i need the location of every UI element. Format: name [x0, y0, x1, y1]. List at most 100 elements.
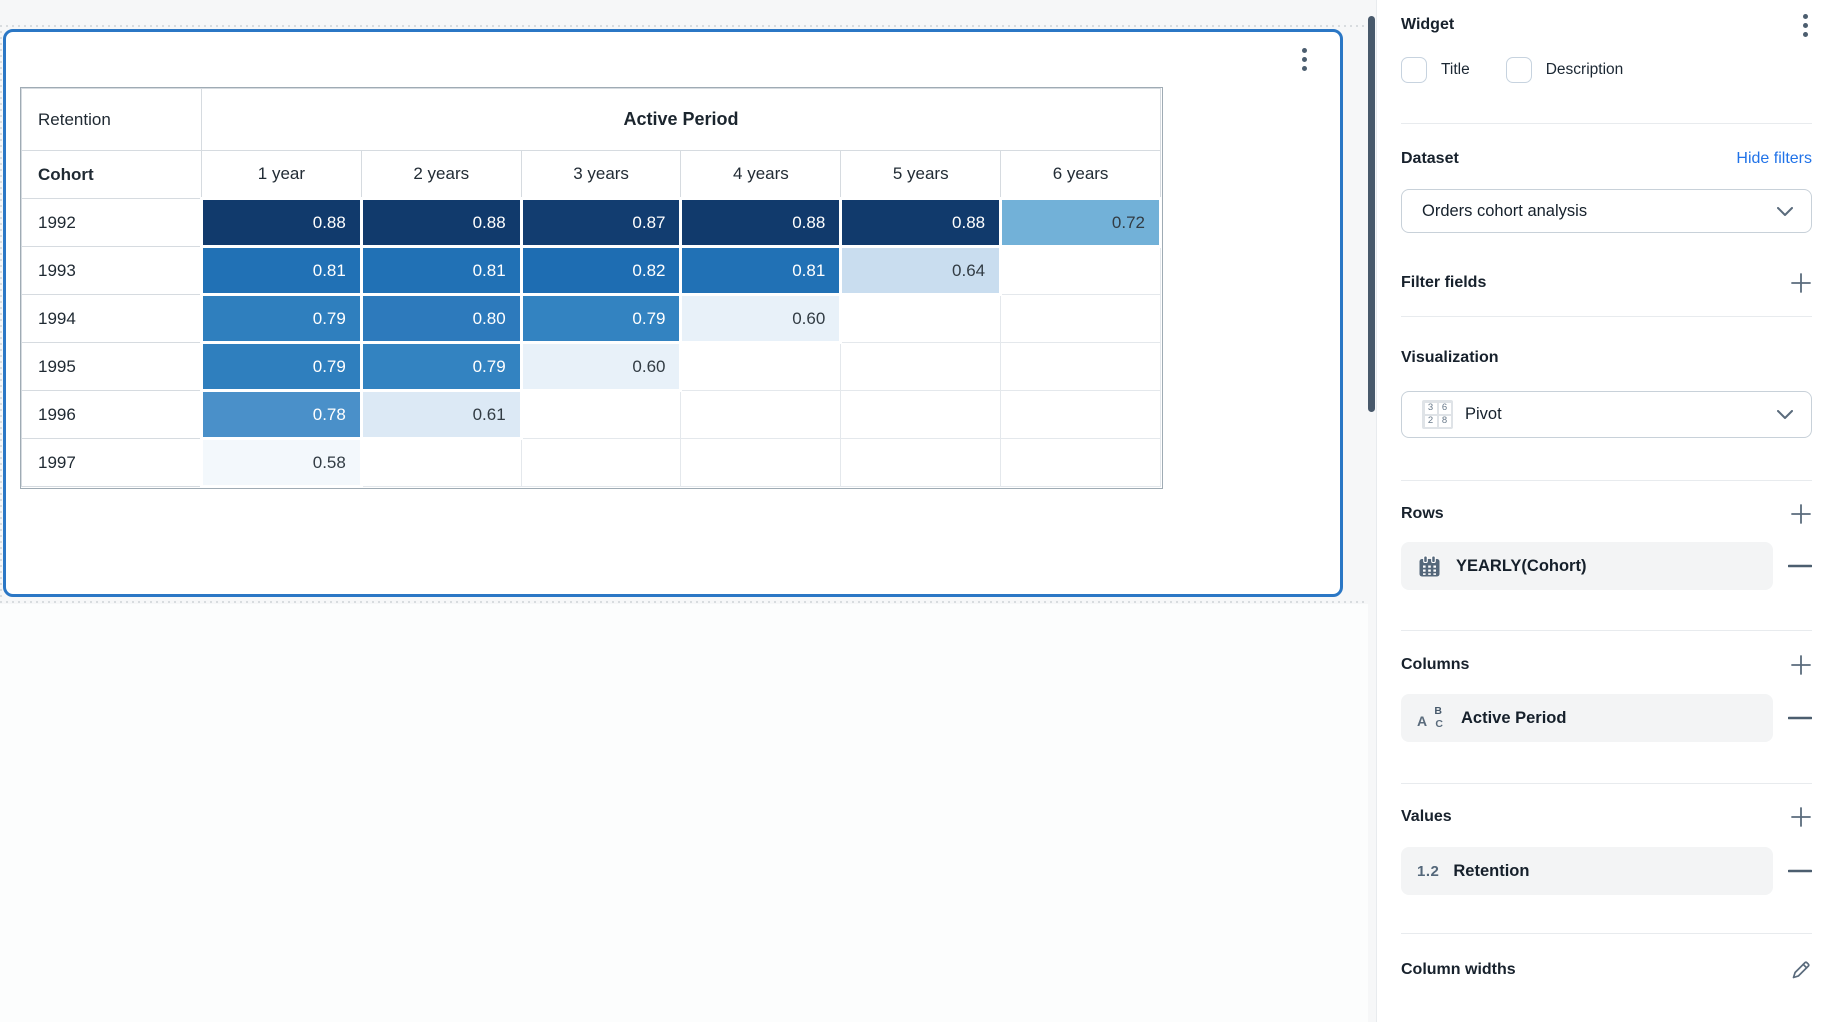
pivot-data-row: 1997 0.58 [21, 437, 1161, 488]
pivot-value-cell: 0.64 [839, 245, 1003, 296]
pencil-icon [1792, 961, 1810, 979]
pivot-column-header: 5 years [840, 150, 1002, 199]
add-filter-field-button[interactable] [1790, 272, 1812, 294]
widget-toggles-row: Title Description [1401, 57, 1812, 83]
pivot-header-group-row: Retention Active Period [21, 88, 1161, 151]
pivot-corner-label: Retention [21, 88, 202, 151]
column-widths-heading: Column widths [1401, 961, 1516, 978]
pivot-column-header: 3 years [520, 150, 682, 199]
plus-icon [1791, 655, 1811, 675]
pivot-empty-cell [360, 438, 522, 487]
pivot-empty-cell [840, 438, 1002, 487]
pivot-value-cell: 0.79 [200, 341, 363, 392]
remove-row-field-button[interactable] [1788, 563, 1812, 569]
rows-heading: Rows [1401, 505, 1444, 522]
pivot-row-label: 1995 [21, 342, 202, 391]
pivot-row-label: 1994 [21, 294, 202, 343]
columns-heading: Columns [1401, 656, 1470, 673]
calendar-icon [1419, 554, 1440, 576]
grid-line-left [0, 25, 2, 603]
pivot-value-cell: 0.61 [359, 389, 523, 440]
chevron-down-icon [1777, 206, 1793, 216]
columns-field-label: Active Period [1461, 708, 1567, 727]
pivot-value-cell: 0.88 [200, 197, 363, 248]
minus-icon [1788, 564, 1812, 568]
pivot-value-cell: 0.88 [679, 197, 843, 248]
pivot-empty-cell [520, 390, 682, 439]
pivot-empty-cell [680, 342, 842, 391]
description-checkbox[interactable] [1505, 57, 1532, 83]
pivot-data-row: 1993 0.81 0.81 0.82 0.81 0.64 [21, 245, 1161, 296]
pivot-empty-cell [840, 294, 1002, 343]
pivot-value-cell: 0.79 [359, 341, 523, 392]
dataset-select[interactable]: Orders cohort analysis [1401, 189, 1812, 233]
widget-menu-kebab-icon[interactable] [1298, 44, 1311, 75]
minus-icon [1788, 716, 1812, 720]
pivot-data-row: 1992 0.88 0.88 0.87 0.88 0.88 0.72 [21, 197, 1162, 248]
hide-filters-link[interactable]: Hide filters [1736, 150, 1812, 167]
pivot-empty-cell [520, 438, 682, 487]
pivot-data-row: 1994 0.79 0.80 0.79 0.60 [21, 293, 1161, 344]
remove-value-field-button[interactable] [1788, 868, 1812, 874]
description-checkbox-label: Description [1545, 61, 1624, 78]
pivot-value-cell: 0.82 [519, 245, 683, 296]
pivot-empty-cell [680, 438, 842, 487]
title-checkbox-label: Title [1441, 61, 1470, 78]
dataset-heading: Dataset [1401, 150, 1459, 167]
filter-fields-heading: Filter fields [1401, 274, 1487, 291]
pivot-value-cell: 0.60 [679, 293, 843, 344]
panel-title: Widget [1401, 16, 1455, 33]
visualization-selected-value: Pivot [1465, 405, 1502, 423]
pivot-value-cell: 0.79 [519, 293, 683, 344]
pivot-column-header: 4 years [680, 150, 842, 199]
pivot-table: Retention Active Period Cohort 1 year 2 y… [20, 87, 1163, 489]
add-column-field-button[interactable] [1790, 654, 1812, 676]
plus-icon [1791, 807, 1811, 827]
values-field-pill[interactable]: 1.2 Retention [1401, 847, 1773, 895]
chevron-down-icon [1777, 410, 1793, 419]
add-value-field-button[interactable] [1790, 806, 1812, 828]
dashboard-canvas: Retention Active Period Cohort 1 year 2 y… [0, 25, 1368, 603]
pivot-row-label: 1996 [21, 390, 202, 439]
pivot-column-header: 1 year [201, 150, 362, 199]
pivot-column-header: 6 years [1000, 150, 1161, 199]
pivot-value-cell: 0.81 [200, 245, 363, 296]
pivot-value-cell: 0.81 [679, 245, 843, 296]
pivot-value-cell: 0.58 [200, 437, 363, 488]
widget-settings-panel: Widget Title Description Dataset Hide fi… [1376, 0, 1836, 1022]
panel-menu-kebab-icon[interactable] [1799, 10, 1812, 41]
pivot-empty-cell [680, 390, 842, 439]
pivot-column-header: 2 years [360, 150, 522, 199]
add-row-field-button[interactable] [1790, 503, 1812, 525]
values-heading: Values [1401, 808, 1452, 825]
plus-icon [1791, 273, 1811, 293]
pivot-empty-cell [1000, 246, 1161, 295]
pivot-empty-cell [840, 342, 1002, 391]
pivot-empty-cell [1000, 342, 1161, 391]
pivot-value-cell: 0.72 [999, 197, 1162, 248]
remove-column-field-button[interactable] [1788, 715, 1812, 721]
pivot-value-cell: 0.79 [200, 293, 363, 344]
pivot-row-label: 1992 [21, 198, 202, 247]
title-checkbox[interactable] [1401, 57, 1427, 83]
pivot-row-header: Cohort [21, 150, 202, 199]
pivot-data-row: 1996 0.78 0.61 [21, 389, 1161, 440]
values-field-label: Retention [1453, 861, 1530, 880]
minus-icon [1788, 869, 1812, 873]
pivot-value-cell: 0.81 [359, 245, 523, 296]
panel-scrollbar[interactable] [1368, 16, 1375, 412]
pivot-value-cell: 0.88 [839, 197, 1003, 248]
pivot-column-group-label: Active Period [201, 88, 1161, 151]
pivot-row-label: 1993 [21, 246, 202, 295]
rows-field-pill[interactable]: YEARLY(Cohort) [1401, 542, 1773, 590]
pivot-value-cell: 0.78 [200, 389, 363, 440]
pivot-value-cell: 0.88 [359, 197, 523, 248]
visualization-heading: Visualization [1401, 349, 1499, 366]
grid-line-top [0, 25, 1368, 27]
pivot-empty-cell [1000, 294, 1161, 343]
pivot-row-label: 1997 [21, 438, 202, 487]
edit-column-widths-button[interactable] [1790, 959, 1812, 981]
